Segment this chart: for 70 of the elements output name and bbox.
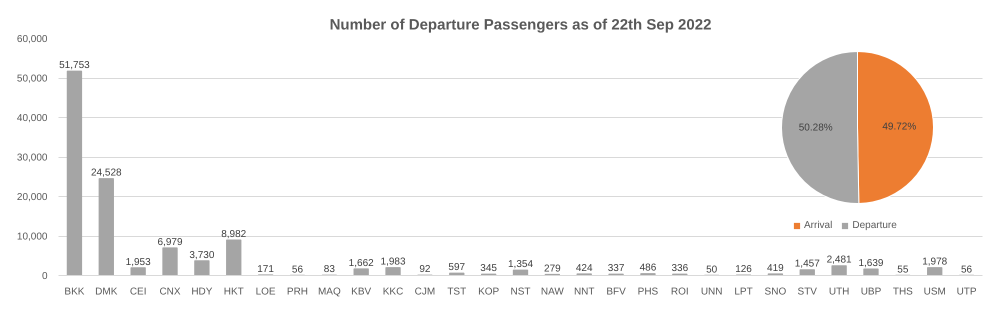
data-label: 83 [324, 264, 336, 276]
x-tick-label: NST [510, 286, 530, 298]
y-tick-label: 60,000 [16, 34, 48, 45]
x-tick-label: KKC [382, 286, 404, 298]
data-label: 345 [480, 263, 498, 274]
data-label: 424 [576, 262, 594, 274]
data-label: 171 [257, 264, 274, 275]
data-label: 1,662 [348, 258, 374, 269]
x-tick-label: BKK [64, 286, 85, 298]
legend-label: Departure [852, 220, 897, 231]
x-tick-label: USM [924, 286, 946, 298]
chart-title: Number of Departure Passengers as of 22th Sep 2022 [330, 16, 712, 34]
x-tick-label: BFV [606, 286, 626, 298]
data-label: 1,978 [922, 256, 948, 268]
x-tick-label: LOE [256, 286, 276, 298]
y-tick-label: 40,000 [16, 113, 48, 124]
x-tick-label: MAQ [318, 286, 341, 298]
x-tick-label: HKT [224, 286, 244, 298]
x-tick-label: PHS [638, 286, 659, 298]
data-label: 56 [961, 264, 973, 276]
data-label: 56 [292, 264, 304, 276]
legend-label: Arrival [804, 220, 832, 231]
data-label: 8,982 [221, 229, 247, 240]
x-tick-label: KOP [478, 286, 500, 298]
data-label: 1,639 [858, 258, 884, 270]
data-label: 486 [640, 262, 657, 274]
y-tick-label: 0 [42, 271, 48, 282]
data-label: 6,979 [158, 236, 183, 248]
data-label: 126 [735, 264, 752, 275]
data-label: 1,457 [794, 258, 820, 270]
data-label: 50 [706, 264, 718, 276]
y-tick-label: 50,000 [16, 74, 48, 84]
data-label: 597 [448, 262, 466, 274]
x-tick-label: KBV [351, 286, 372, 298]
x-tick-label: DMK [95, 286, 118, 298]
data-label: 336 [671, 263, 689, 274]
data-label: 92 [419, 264, 431, 276]
data-label: 1,953 [126, 256, 152, 268]
x-tick-label: UBP [860, 286, 882, 298]
x-tick-label: TST [447, 286, 466, 298]
x-tick-label: LPT [734, 286, 753, 298]
data-label: 2,481 [826, 254, 852, 266]
x-tick-label: THS [892, 286, 914, 298]
x-tick-label: CJM [414, 286, 436, 298]
data-label: 337 [608, 263, 625, 274]
data-label: 49.72% [882, 122, 916, 133]
x-tick-label: NAW [540, 286, 564, 298]
data-label: 279 [544, 263, 562, 274]
x-tick-label: CNX [159, 286, 181, 298]
x-tick-label: CEI [130, 286, 146, 298]
x-tick-label: NNT [574, 286, 595, 298]
data-label: 55 [897, 264, 909, 276]
x-tick-label: HDY [191, 286, 213, 298]
x-tick-label: UTP [956, 286, 977, 298]
x-tick-label: UTH [828, 286, 850, 298]
x-tick-label: SNO [764, 286, 786, 298]
y-tick-label: 20,000 [16, 192, 48, 203]
data-label: 51,753 [59, 60, 90, 72]
data-label: 1,983 [380, 256, 406, 268]
data-label: 419 [767, 262, 784, 274]
y-tick-label: 30,000 [16, 152, 48, 164]
x-tick-label: UNN [700, 286, 723, 298]
data-label: 50.28% [798, 122, 833, 134]
data-label: 24,528 [91, 168, 122, 179]
y-tick-label: 10,000 [16, 232, 48, 242]
data-label: 3,730 [189, 250, 215, 261]
x-tick-label: STV [798, 286, 818, 298]
x-tick-label: PRH [286, 286, 308, 298]
x-tick-label: ROI [670, 286, 689, 298]
data-label: 1,354 [508, 259, 534, 270]
